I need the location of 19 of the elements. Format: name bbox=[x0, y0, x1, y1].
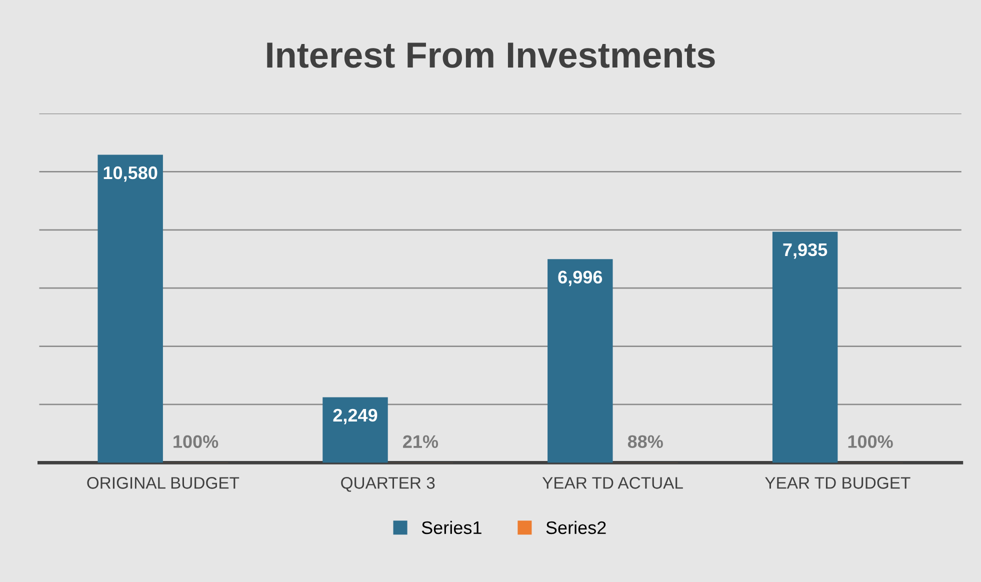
data-label: 21% bbox=[403, 435, 438, 448]
data-label: 100% bbox=[848, 435, 893, 448]
chart-title: Interest From Investments bbox=[267, 42, 715, 68]
x-tick-label: QUARTER 3 bbox=[341, 477, 435, 492]
x-tick-label: YEAR TD BUDGET bbox=[765, 477, 910, 489]
bar bbox=[548, 259, 613, 463]
legend-label: Series2 bbox=[546, 520, 606, 534]
data-label: 6,996 bbox=[558, 270, 602, 286]
bar bbox=[98, 154, 163, 463]
data-label: 88% bbox=[628, 435, 663, 448]
x-tick-label: YEAR TD ACTUAL bbox=[542, 477, 683, 489]
data-label: 2,249 bbox=[333, 408, 378, 424]
data-label: 7,935 bbox=[783, 243, 828, 259]
x-tick-label: ORIGINAL BUDGET bbox=[87, 477, 240, 489]
bar bbox=[322, 397, 388, 463]
data-label: 100% bbox=[174, 435, 218, 448]
legend-label: Series1 bbox=[422, 520, 482, 534]
data-label: 10,580 bbox=[104, 166, 158, 182]
bar bbox=[772, 232, 838, 463]
